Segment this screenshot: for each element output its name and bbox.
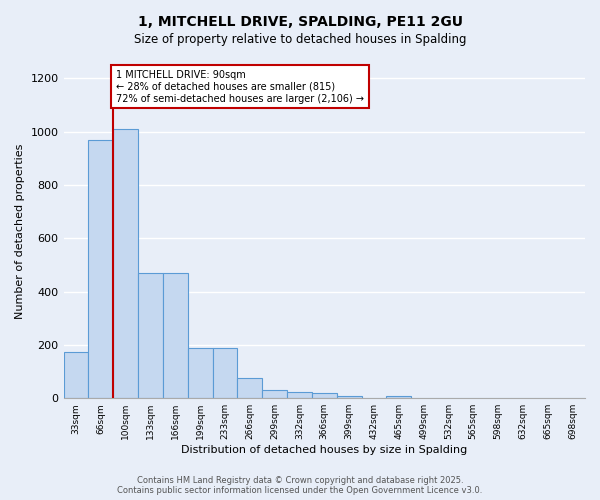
Bar: [113, 129, 138, 398]
Text: Contains HM Land Registry data © Crown copyright and database right 2025.
Contai: Contains HM Land Registry data © Crown c…: [118, 476, 482, 495]
Bar: [262, 390, 287, 398]
X-axis label: Distribution of detached houses by size in Spalding: Distribution of detached houses by size …: [181, 445, 467, 455]
Text: 1 MITCHELL DRIVE: 90sqm
← 28% of detached houses are smaller (815)
72% of semi-d: 1 MITCHELL DRIVE: 90sqm ← 28% of detache…: [116, 70, 364, 104]
Text: 1, MITCHELL DRIVE, SPALDING, PE11 2GU: 1, MITCHELL DRIVE, SPALDING, PE11 2GU: [137, 15, 463, 29]
Bar: [238, 378, 262, 398]
Bar: [64, 352, 88, 398]
Bar: [188, 348, 212, 398]
Y-axis label: Number of detached properties: Number of detached properties: [15, 144, 25, 320]
Bar: [88, 140, 113, 398]
Bar: [212, 348, 238, 398]
Bar: [163, 273, 188, 398]
Bar: [287, 392, 312, 398]
Bar: [337, 396, 362, 398]
Bar: [312, 393, 337, 398]
Bar: [386, 396, 411, 398]
Text: Size of property relative to detached houses in Spalding: Size of property relative to detached ho…: [134, 32, 466, 46]
Bar: [138, 273, 163, 398]
